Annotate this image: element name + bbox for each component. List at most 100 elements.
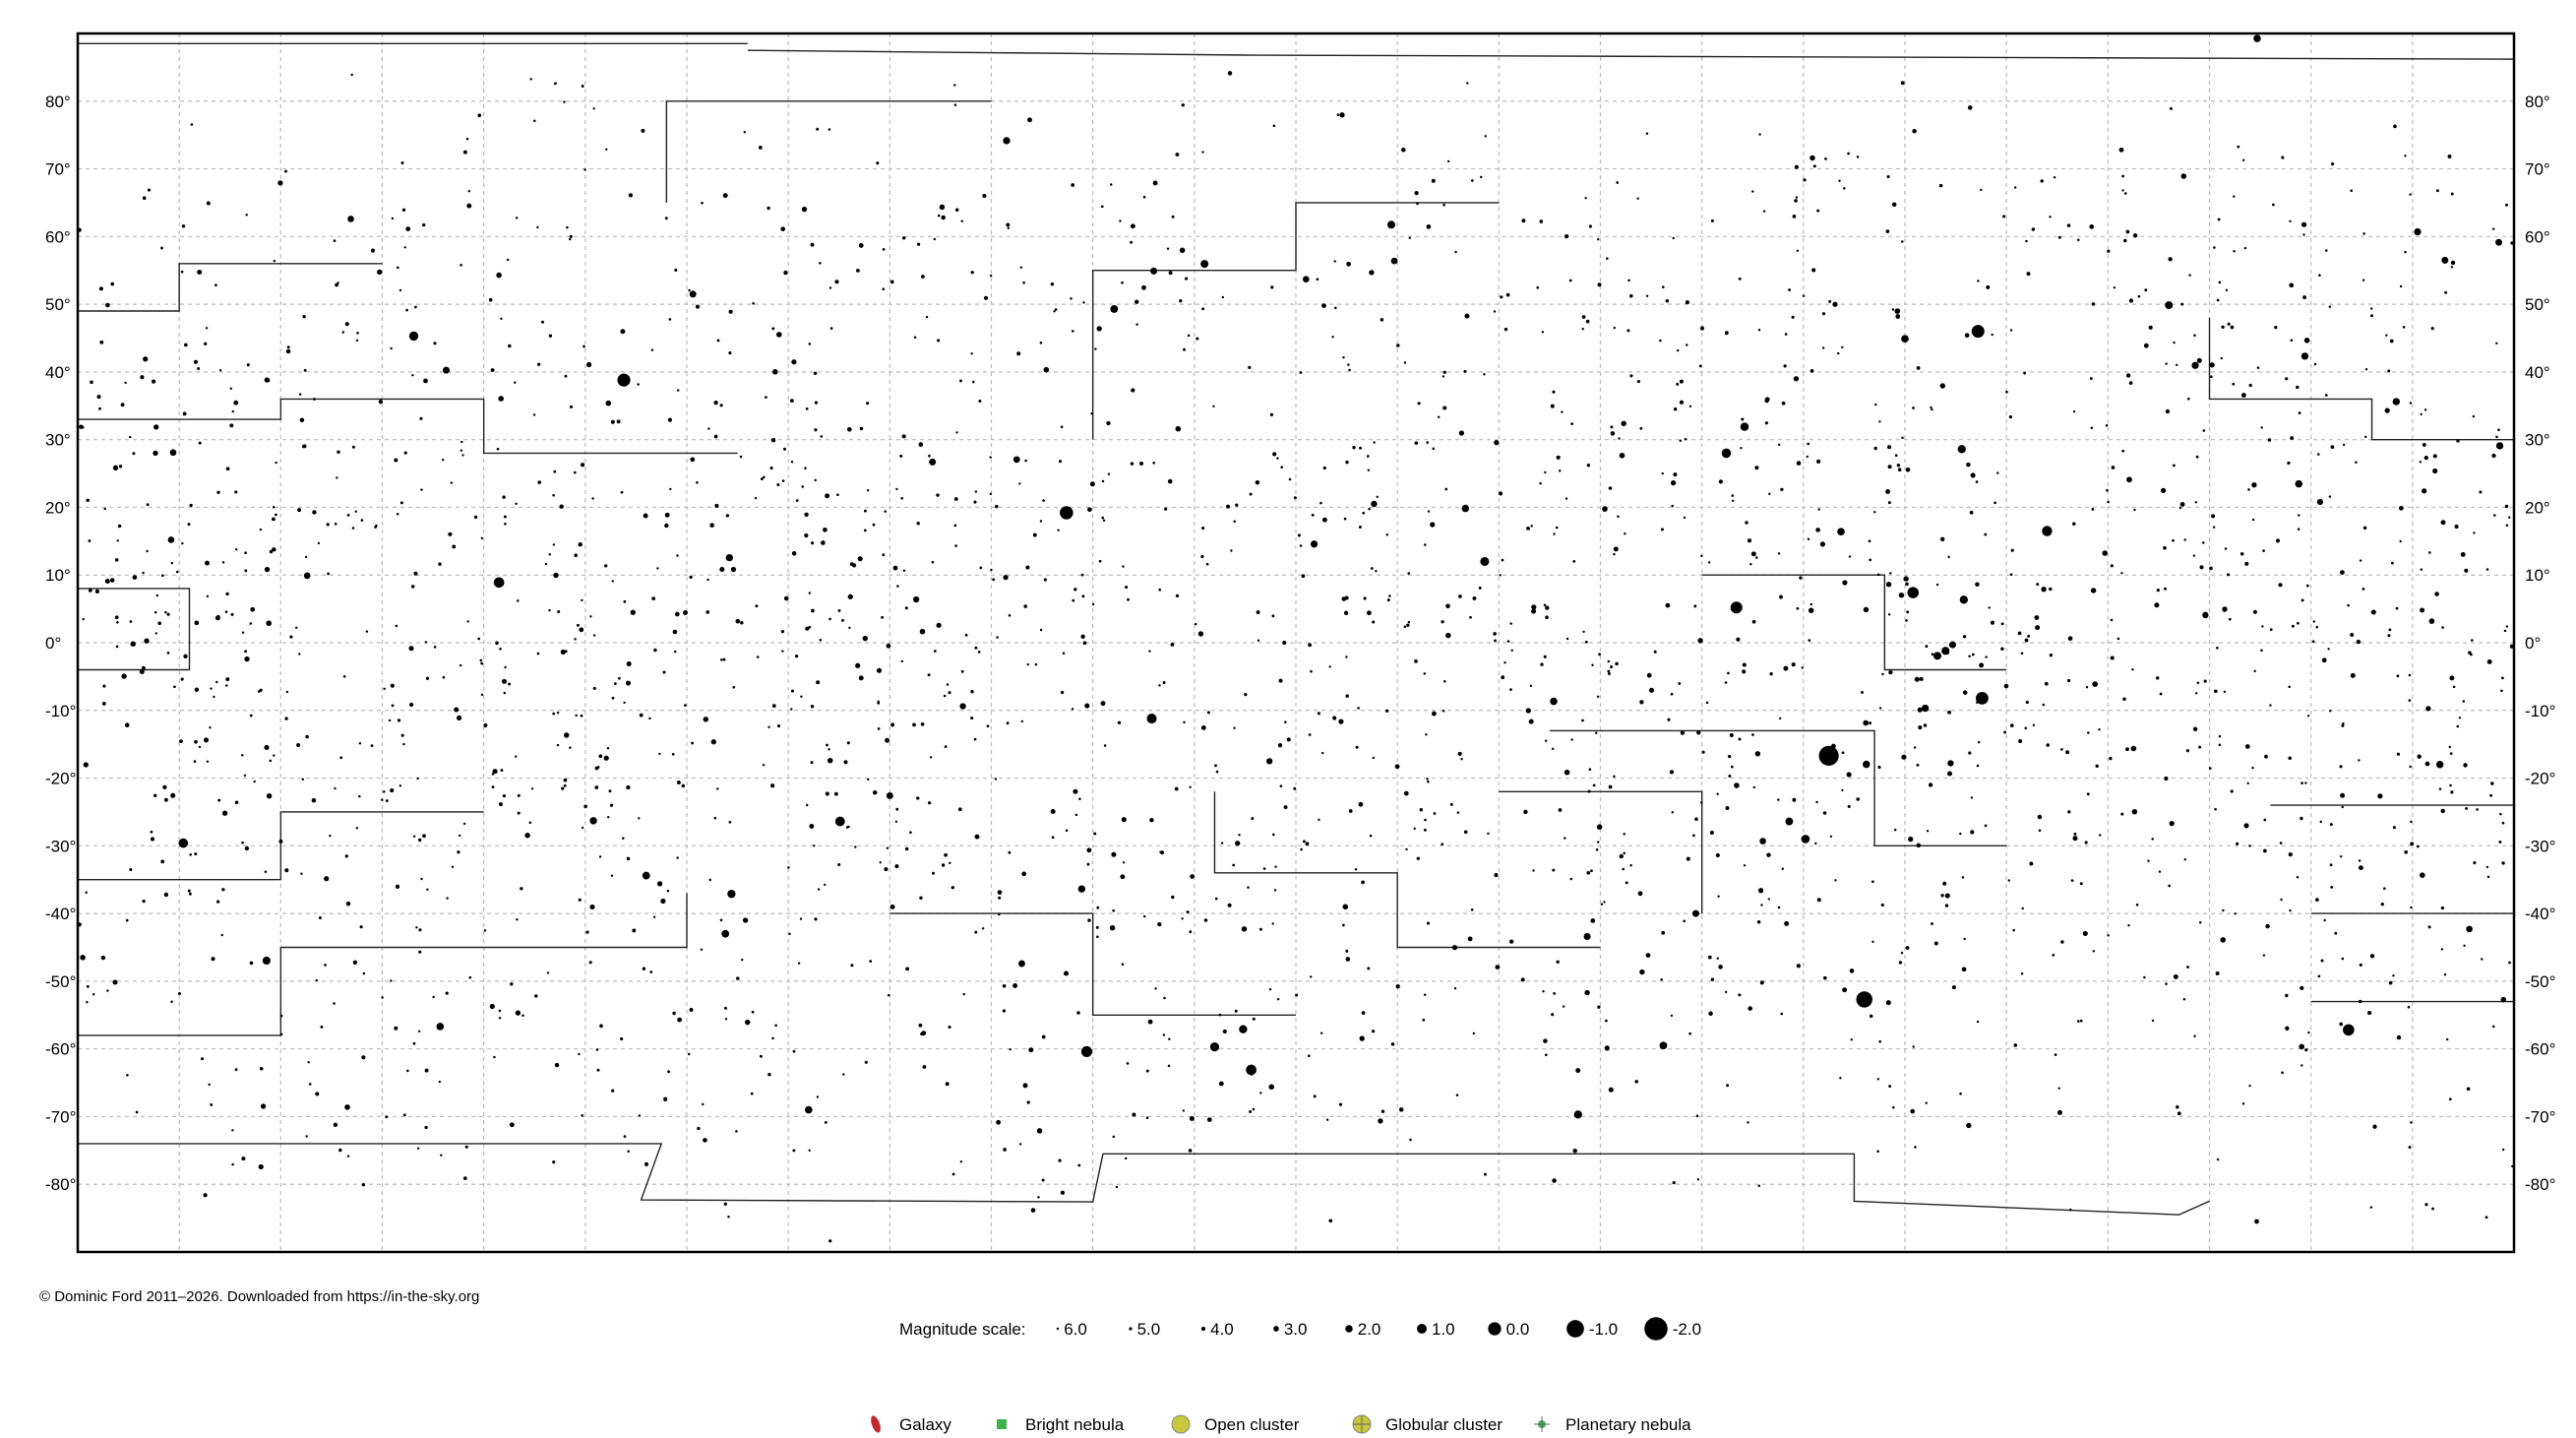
- star: [120, 403, 125, 407]
- star: [592, 686, 596, 690]
- star: [1369, 834, 1373, 838]
- star: [80, 955, 86, 961]
- star: [713, 434, 718, 439]
- star: [2329, 710, 2332, 713]
- star: [1218, 1013, 1222, 1017]
- star: [109, 578, 115, 583]
- star: [770, 783, 775, 788]
- star: [1629, 864, 1632, 867]
- star: [790, 708, 793, 711]
- star: [2498, 841, 2502, 844]
- star: [1347, 363, 1350, 366]
- star: [820, 435, 824, 438]
- star: [583, 168, 586, 171]
- star: [2253, 669, 2256, 673]
- star: [2041, 587, 2047, 593]
- star: [302, 315, 306, 319]
- star: [605, 148, 608, 151]
- star: [1876, 1150, 1879, 1154]
- star: [1977, 740, 1981, 744]
- star: [1683, 919, 1687, 923]
- star: [1255, 479, 1260, 485]
- star: [837, 608, 841, 612]
- star: [890, 722, 895, 727]
- star: [210, 687, 213, 690]
- star: [1096, 935, 1099, 939]
- star: [780, 226, 786, 232]
- bright-star: [1080, 1045, 1093, 1057]
- star: [2234, 912, 2237, 915]
- dec-label-left: -70°: [45, 1107, 76, 1126]
- star: [663, 1096, 668, 1101]
- star: [1458, 594, 1462, 598]
- star: [1214, 897, 1218, 901]
- star: [2281, 1071, 2284, 1075]
- bright-star: [408, 331, 419, 342]
- star: [337, 281, 339, 284]
- star: [1367, 469, 1371, 471]
- star: [1171, 215, 1175, 219]
- star: [1639, 426, 1643, 430]
- star: [2070, 879, 2074, 882]
- bright-star: [1209, 1041, 1220, 1052]
- star: [2183, 538, 2186, 541]
- star: [1112, 908, 1116, 912]
- bright-star: [1146, 713, 1157, 724]
- star: [378, 400, 384, 405]
- dec-label-right: -10°: [2525, 702, 2555, 720]
- star: [510, 982, 514, 986]
- star: [666, 889, 670, 893]
- bright-star: [1721, 448, 1732, 459]
- star: [1779, 594, 1783, 599]
- star: [105, 302, 110, 308]
- star: [1700, 554, 1703, 558]
- star: [2440, 906, 2445, 910]
- star: [1424, 543, 1427, 546]
- star: [689, 575, 693, 580]
- star: [2192, 726, 2198, 732]
- star: [1850, 1038, 1854, 1041]
- star: [1581, 315, 1586, 319]
- coordinate-grid: [78, 33, 2514, 1252]
- star: [1057, 529, 1060, 531]
- star: [1876, 573, 1880, 577]
- star: [1119, 219, 1122, 222]
- star: [723, 1202, 727, 1206]
- star: [1880, 903, 1884, 907]
- star: [1470, 179, 1474, 182]
- star: [970, 352, 973, 355]
- star: [1302, 840, 1306, 844]
- star: [706, 578, 709, 582]
- star: [805, 803, 809, 807]
- star: [110, 281, 114, 286]
- star: [1053, 310, 1056, 313]
- star: [1848, 555, 1852, 558]
- star: [2361, 279, 2365, 281]
- star: [2105, 424, 2109, 427]
- star: [1142, 195, 1146, 199]
- star: [2388, 980, 2393, 985]
- star: [1891, 308, 1895, 311]
- star: [2073, 832, 2077, 836]
- star: [1608, 1087, 1614, 1093]
- star: [465, 137, 469, 141]
- star: [2300, 221, 2307, 227]
- star: [520, 887, 523, 891]
- star: [1816, 898, 1821, 903]
- star: [989, 492, 993, 496]
- star: [1348, 368, 1351, 372]
- constellation-boundary: [1549, 729, 2007, 847]
- star: [1869, 721, 1872, 725]
- star: [1661, 930, 1666, 935]
- star: [231, 1162, 234, 1166]
- dec-label-right: 70°: [2525, 160, 2550, 179]
- star: [553, 82, 557, 86]
- star: [1728, 775, 1732, 778]
- star: [1792, 797, 1797, 802]
- star: [2391, 561, 2394, 565]
- star: [1639, 969, 1645, 975]
- star: [1906, 610, 1910, 614]
- star: [1777, 443, 1781, 447]
- bright-star: [1785, 817, 1794, 826]
- star: [1898, 961, 1903, 965]
